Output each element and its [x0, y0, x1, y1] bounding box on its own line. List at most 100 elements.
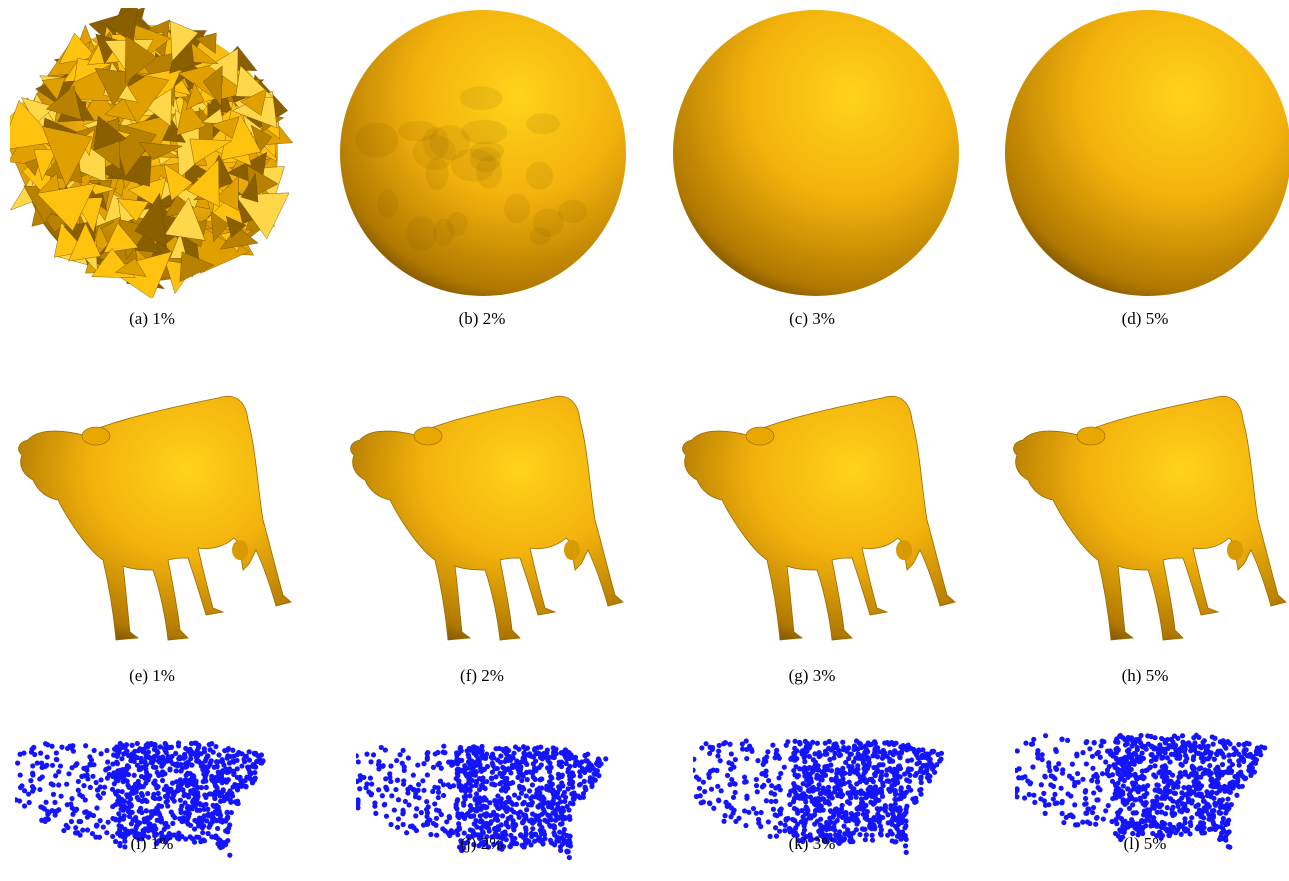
- data-point: [467, 793, 473, 799]
- data-point: [122, 838, 128, 844]
- data-point: [388, 778, 394, 785]
- data-point: [153, 810, 159, 816]
- data-point: [90, 773, 96, 779]
- data-point: [564, 849, 570, 855]
- data-point: [769, 783, 775, 789]
- data-point: [215, 769, 221, 775]
- data-point: [142, 763, 148, 769]
- data-point: [251, 750, 257, 756]
- data-point: [773, 833, 780, 839]
- data-point: [414, 806, 420, 812]
- data-point: [59, 744, 65, 750]
- data-point: [869, 817, 875, 823]
- data-point: [727, 741, 733, 747]
- data-point: [145, 790, 151, 797]
- data-point: [224, 747, 231, 753]
- data-point: [499, 773, 505, 780]
- data-point: [1129, 817, 1135, 823]
- data-point: [782, 822, 788, 828]
- data-point: [455, 773, 461, 779]
- data-point: [1093, 821, 1099, 827]
- data-point: [478, 782, 485, 789]
- caption-k: (k) 3%: [788, 834, 836, 853]
- data-point: [70, 811, 76, 817]
- data-point: [776, 755, 782, 761]
- data-point: [484, 778, 490, 785]
- data-point: [182, 777, 188, 783]
- data-point: [169, 780, 176, 786]
- data-point: [700, 799, 706, 805]
- data-point: [877, 786, 883, 792]
- data-point: [1150, 798, 1156, 804]
- mesh-facet: [191, 42, 219, 64]
- data-point: [1095, 797, 1101, 803]
- mesh-facet: [105, 8, 138, 44]
- data-point: [1236, 751, 1242, 757]
- data-point: [378, 744, 384, 751]
- data-point: [454, 797, 461, 803]
- data-point: [96, 834, 103, 840]
- data-point: [1047, 767, 1053, 774]
- data-point: [782, 828, 788, 834]
- data-point: [144, 775, 150, 781]
- data-point: [529, 794, 536, 800]
- data-point: [473, 791, 480, 797]
- data-point: [117, 740, 123, 747]
- data-point: [493, 802, 499, 808]
- data-point: [732, 781, 738, 787]
- data-point: [115, 788, 121, 794]
- data-point: [533, 768, 539, 774]
- data-point: [732, 789, 738, 796]
- data-point: [424, 799, 430, 805]
- data-point: [901, 793, 907, 799]
- data-point: [516, 814, 522, 820]
- data-point: [1228, 780, 1234, 786]
- cow-render-1pct: [18, 395, 292, 641]
- data-point: [790, 816, 796, 823]
- data-point: [839, 766, 845, 773]
- data-point: [186, 811, 193, 817]
- data-point: [134, 755, 140, 761]
- data-point: [1132, 771, 1138, 777]
- data-point: [716, 742, 722, 749]
- data-point: [143, 769, 150, 776]
- data-point: [1175, 803, 1181, 809]
- caption-c: (c) 3%: [789, 309, 835, 328]
- sphere-render-5pct: [1005, 10, 1289, 296]
- data-point: [855, 751, 861, 757]
- data-point: [871, 752, 878, 758]
- data-point: [1072, 822, 1079, 828]
- data-point: [1150, 830, 1156, 837]
- data-point: [442, 828, 448, 834]
- data-point: [835, 792, 841, 798]
- data-point: [125, 782, 131, 788]
- data-point: [871, 822, 877, 828]
- data-point: [539, 811, 545, 817]
- us-points-2pct: [356, 743, 609, 861]
- data-point: [1112, 791, 1118, 797]
- data-point: [697, 793, 703, 799]
- data-point: [816, 782, 822, 788]
- data-point: [547, 800, 553, 806]
- data-point: [763, 768, 769, 774]
- data-point: [717, 758, 723, 764]
- data-point: [807, 837, 813, 843]
- data-point: [119, 789, 125, 795]
- data-point: [1180, 745, 1187, 752]
- data-point: [853, 755, 859, 761]
- data-point: [792, 738, 798, 744]
- data-point: [224, 809, 230, 816]
- caption-f: (f) 2%: [460, 666, 504, 685]
- data-point: [476, 787, 483, 793]
- data-point: [1200, 739, 1206, 745]
- data-point: [1085, 806, 1091, 812]
- data-point: [1192, 747, 1198, 753]
- data-point: [17, 772, 23, 778]
- data-point: [440, 782, 447, 788]
- data-point: [372, 800, 378, 806]
- data-point: [461, 830, 467, 836]
- data-point: [491, 809, 497, 815]
- data-point: [857, 779, 863, 785]
- data-point: [165, 824, 171, 830]
- data-point: [1164, 755, 1170, 761]
